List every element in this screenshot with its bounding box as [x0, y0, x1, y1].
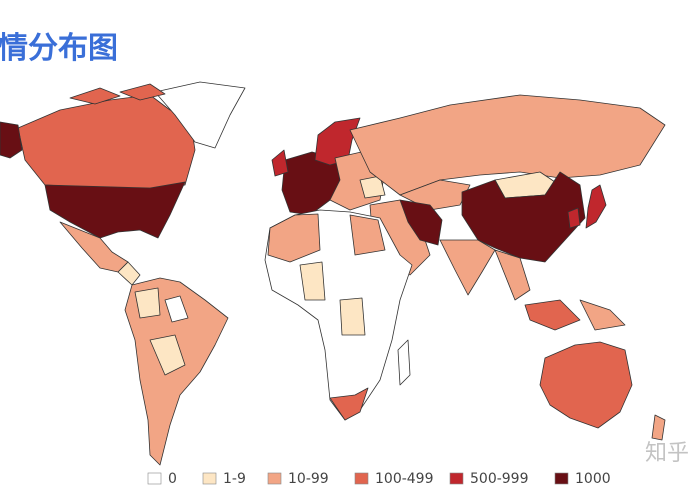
country [117, 261, 141, 286]
legend-swatch [147, 472, 162, 485]
country [69, 87, 121, 105]
legend-swatch [449, 472, 464, 485]
legend-label: 1000 [575, 471, 611, 487]
country [339, 297, 366, 336]
country [494, 249, 531, 301]
legend-label: 500-999 [470, 471, 529, 487]
country [149, 334, 186, 376]
legend-swatch [354, 472, 369, 485]
legend-swatch [267, 472, 282, 485]
country [164, 295, 189, 323]
legend-label: 1-9 [223, 471, 246, 487]
country [134, 287, 161, 319]
country [399, 199, 443, 246]
legend-label: 0 [168, 471, 177, 487]
country [154, 81, 246, 149]
country [567, 207, 581, 229]
country [349, 214, 386, 256]
country [299, 261, 326, 301]
country [439, 239, 496, 296]
country [359, 175, 386, 199]
country [579, 299, 626, 331]
legend-swatch [202, 472, 217, 485]
watermark: 知乎 [645, 441, 689, 466]
country [651, 414, 666, 441]
title: 情分布图 [0, 31, 118, 66]
country [271, 149, 289, 177]
regions [0, 81, 666, 466]
country [267, 213, 321, 263]
country [264, 209, 413, 421]
country [0, 121, 23, 159]
country [44, 181, 186, 239]
country [17, 94, 196, 191]
country [585, 184, 607, 229]
legend-label: 100-499 [375, 471, 434, 487]
country [119, 83, 166, 101]
country [124, 277, 229, 466]
country [539, 341, 633, 429]
legend: 0 1-9 10-99 100-499 500-999 1000 [147, 471, 611, 487]
legend-swatch [554, 472, 569, 485]
country [397, 339, 411, 386]
country [524, 299, 581, 331]
legend-label: 10-99 [288, 471, 329, 487]
country [329, 387, 369, 421]
